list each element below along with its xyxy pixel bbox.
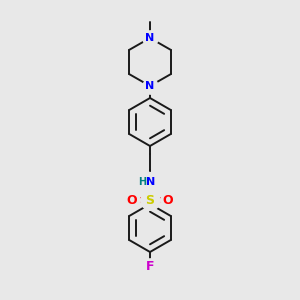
- Text: O: O: [127, 194, 137, 206]
- Text: N: N: [146, 33, 154, 43]
- Text: N: N: [146, 81, 154, 91]
- Text: N: N: [146, 177, 156, 187]
- Text: F: F: [146, 260, 154, 272]
- Text: H: H: [138, 177, 146, 187]
- Text: S: S: [146, 194, 154, 206]
- Text: O: O: [163, 194, 173, 206]
